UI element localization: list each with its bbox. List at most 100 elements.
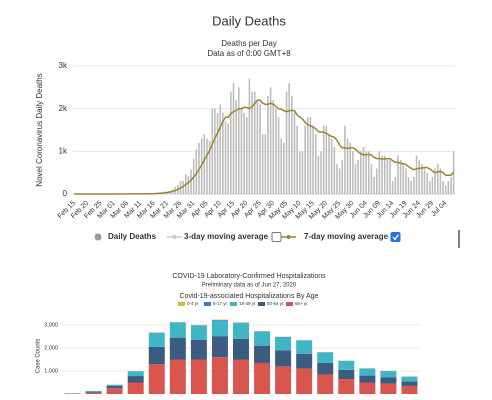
bar <box>428 181 431 194</box>
bar <box>320 151 322 194</box>
bar-segment <box>85 392 102 394</box>
bar <box>442 181 444 194</box>
bar <box>280 138 283 194</box>
legend-marker[interactable] <box>286 235 291 239</box>
bar <box>306 117 309 194</box>
bar <box>195 149 198 194</box>
bar <box>370 164 373 194</box>
bar <box>407 176 410 194</box>
bar-segment <box>85 391 102 392</box>
legend-label[interactable]: 0-4 yr <box>187 301 199 306</box>
y-axis-label: Case Counts <box>36 339 42 374</box>
bar-segment <box>275 337 292 351</box>
bar <box>381 155 383 194</box>
bar-segment <box>211 319 228 321</box>
bar-segment <box>338 361 355 370</box>
y-tick-label: 2,000 <box>44 345 58 351</box>
bar <box>389 159 391 194</box>
bar <box>214 108 216 194</box>
bar <box>272 100 275 194</box>
legend-swatch[interactable] <box>204 302 211 306</box>
bar <box>434 168 436 194</box>
bar-segment <box>127 376 144 383</box>
legend-checkbox[interactable] <box>390 232 401 242</box>
bar <box>391 181 394 194</box>
legend-swatch[interactable] <box>230 302 237 306</box>
bar <box>354 164 357 194</box>
bar <box>301 151 304 194</box>
bar-segment <box>85 391 102 393</box>
bar <box>423 168 426 194</box>
legend-label[interactable]: 5-17 yr <box>213 301 228 306</box>
y-tick-label: 1k <box>59 146 68 155</box>
bar <box>277 117 280 194</box>
bar <box>349 142 352 194</box>
legend-marker[interactable] <box>172 235 177 239</box>
y-tick-label: 2k <box>59 104 68 113</box>
bar-segment <box>148 346 165 365</box>
bar <box>293 112 296 194</box>
checkmark[interactable] <box>392 234 400 241</box>
bar-segment <box>106 385 123 389</box>
bar <box>190 169 192 194</box>
bar <box>357 159 359 194</box>
legend-swatch[interactable] <box>258 302 265 306</box>
bar-segment <box>190 359 207 394</box>
bar <box>328 134 330 194</box>
bar <box>426 172 428 194</box>
bar-segment <box>233 359 249 394</box>
bar <box>269 87 272 194</box>
y-tick-label: 0 <box>63 189 68 198</box>
bar-segment <box>296 340 313 354</box>
bar <box>288 83 291 194</box>
legend-swatch[interactable] <box>178 302 185 306</box>
legend-swatch[interactable] <box>286 302 293 306</box>
bar <box>291 95 293 194</box>
bar <box>322 125 325 194</box>
bar <box>444 185 447 194</box>
bar-segment <box>401 376 418 382</box>
y-axis-label: Novel Coronavirus Daily Deaths <box>35 73 44 186</box>
bar <box>208 140 211 194</box>
bar <box>227 123 229 194</box>
bar <box>375 168 378 194</box>
bar <box>304 125 306 194</box>
bar-segment <box>380 377 397 384</box>
bar-segment <box>359 382 376 394</box>
bar-segment <box>233 323 249 339</box>
bar-segment <box>106 384 123 386</box>
legend-marker[interactable] <box>94 233 102 241</box>
legend-checkbox[interactable] <box>271 232 282 242</box>
bar-segment <box>190 339 207 360</box>
bar-segment <box>148 364 165 394</box>
legend-label[interactable]: 50-64 yr <box>267 301 284 306</box>
bar-segment <box>296 353 313 369</box>
legend-label[interactable]: 18-49 yr <box>239 301 256 306</box>
bar <box>309 117 312 194</box>
bar <box>431 176 434 194</box>
bar-segment <box>317 362 334 375</box>
legend-label[interactable]: 65+ yr <box>295 301 308 306</box>
legend-label[interactable]: 7-day moving average <box>304 232 389 241</box>
bar <box>240 108 243 194</box>
bar <box>325 125 328 194</box>
bar <box>383 155 386 194</box>
bar <box>346 138 349 194</box>
bar-segment <box>211 320 228 337</box>
bar <box>365 151 367 194</box>
bar <box>378 151 381 194</box>
bar <box>415 155 418 194</box>
bar <box>216 112 219 194</box>
bar <box>386 159 389 194</box>
bar <box>232 83 235 194</box>
chart-title: COVID-19 Laboratory-Confirmed Hospitaliz… <box>172 273 326 280</box>
bar <box>251 91 253 194</box>
bar <box>267 95 269 194</box>
bar-segment <box>169 337 186 360</box>
bar <box>330 138 333 194</box>
y-tick-label: 3k <box>59 61 68 70</box>
bar <box>253 91 256 194</box>
legend-label[interactable]: 3-day moving average <box>184 232 269 241</box>
legend-label[interactable]: Daily Deaths <box>108 232 157 241</box>
